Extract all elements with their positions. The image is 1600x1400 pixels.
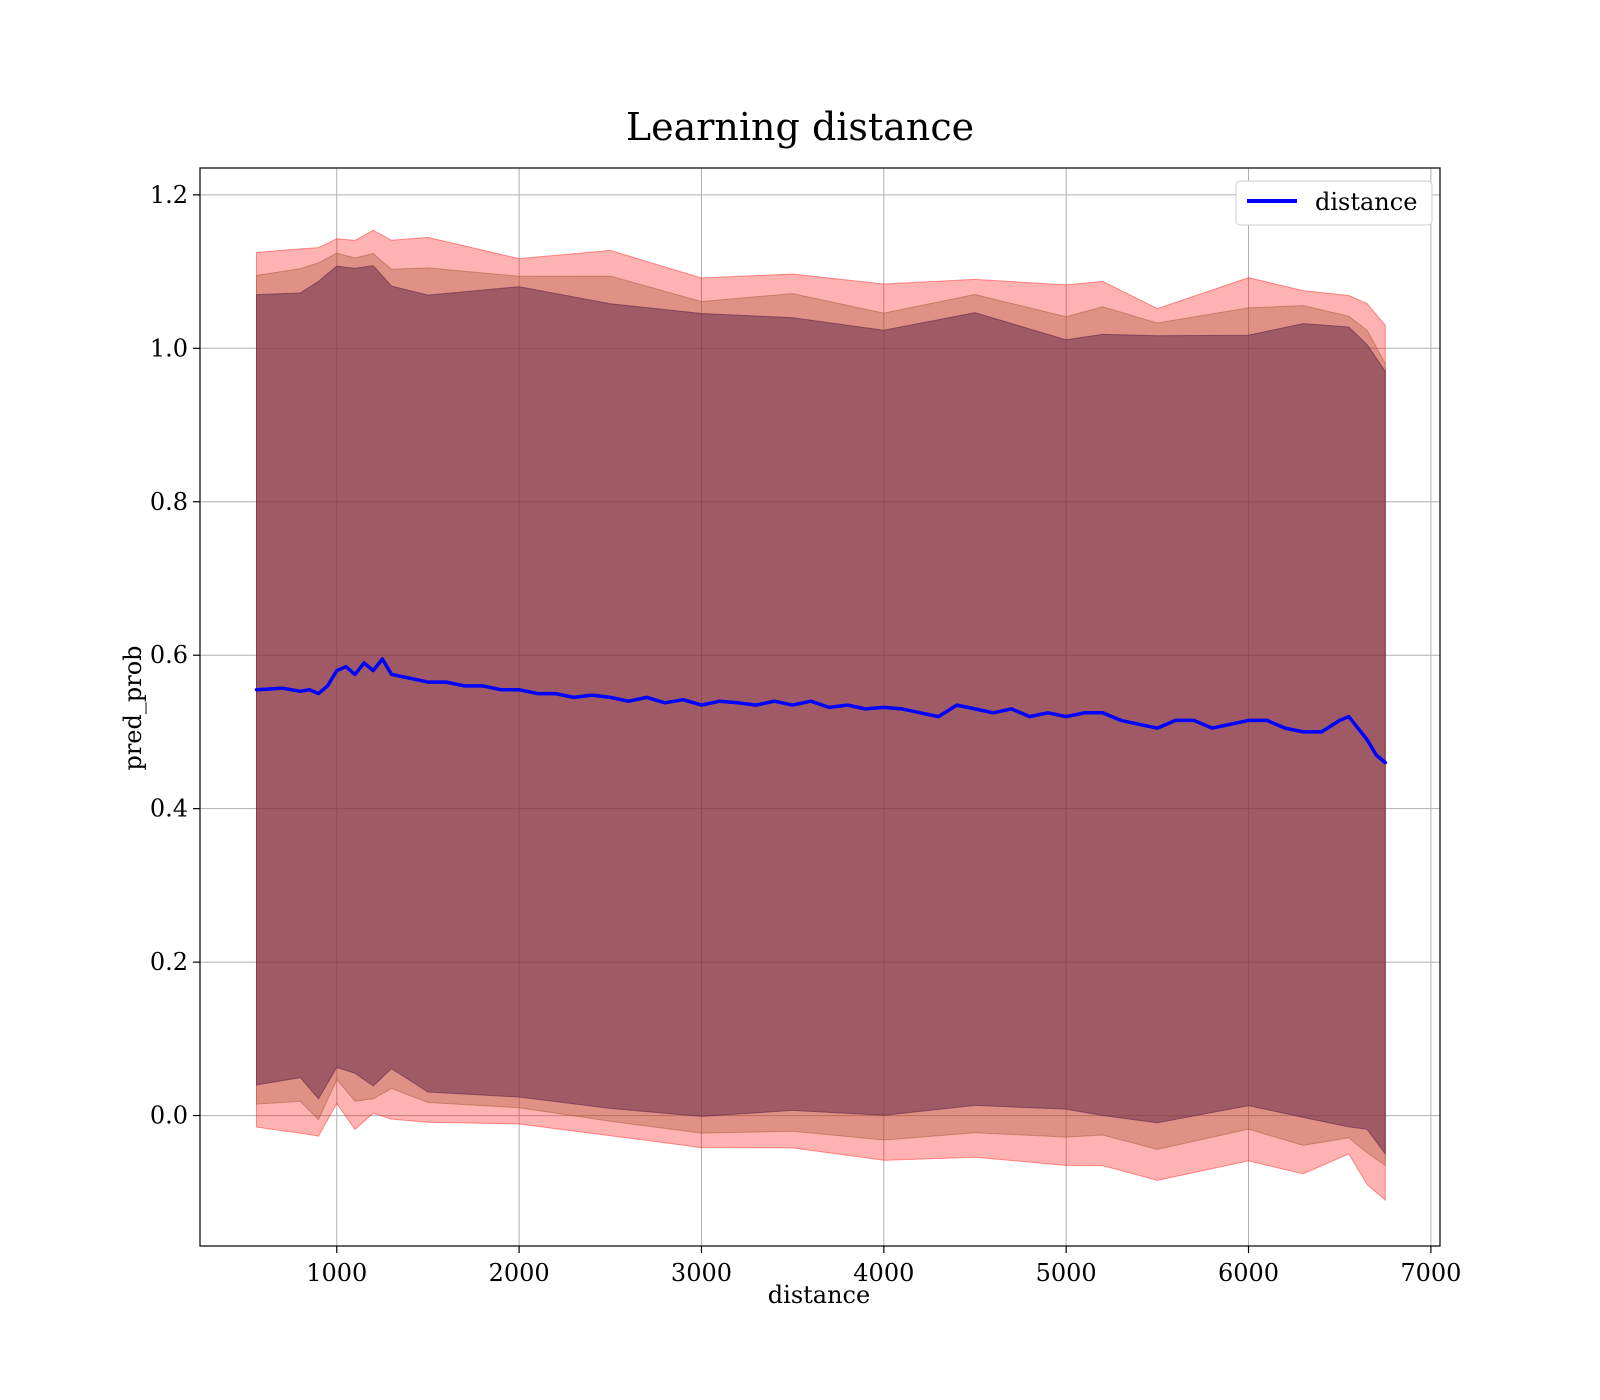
x-tick-label: 1000	[306, 1259, 367, 1287]
plot-frame	[199, 167, 1441, 1247]
tick-layer: 1000 2000 3000 4000 5000 6000 7000 0.0 0.2 0.4 0.6…	[150, 181, 1462, 1287]
y-tick-label: 1.0	[150, 334, 188, 362]
confidence-band	[256, 265, 1386, 1156]
x-tick-label: 2000	[489, 1259, 550, 1287]
x-tick-label: 7000	[1400, 1259, 1461, 1287]
x-tick-label: 3000	[671, 1259, 732, 1287]
y-tick-label: 0.4	[150, 795, 188, 823]
y-tick-label: 0.8	[150, 488, 188, 516]
chart-title: Learning distance	[626, 105, 974, 149]
legend-label: distance	[1315, 188, 1417, 216]
x-axis-label: distance	[768, 1281, 870, 1309]
x-tick-label: 4000	[853, 1259, 914, 1287]
y-tick-label: 0.0	[150, 1102, 188, 1130]
series-layer	[254, 657, 1388, 765]
legend-box	[1235, 180, 1433, 226]
y-axis-label: pred_prob	[119, 645, 147, 770]
band-layer	[256, 229, 1386, 1202]
x-tick-label: 6000	[1218, 1259, 1279, 1287]
y-tick-label: 0.6	[150, 641, 188, 669]
series-line-distance	[254, 657, 1388, 765]
x-tick-label: 5000	[1036, 1259, 1097, 1287]
y-tick-label: 0.2	[150, 948, 188, 976]
legend: distance	[1235, 180, 1433, 226]
y-tick-label: 1.2	[150, 181, 188, 209]
